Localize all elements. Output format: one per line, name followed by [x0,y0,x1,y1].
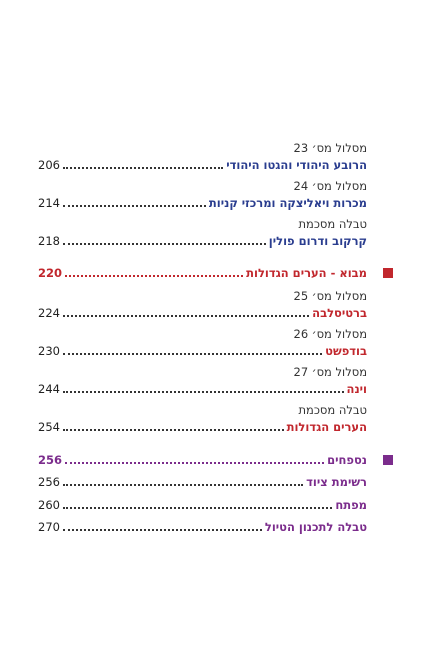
entry-label: מסלול מס׳ 27 [293,365,367,379]
page-number: 256 [38,453,63,467]
page-number: 254 [38,420,60,434]
entry-title: מפתח [335,497,367,512]
dot-leader [62,243,266,245]
page-number: 270 [38,520,60,534]
section-heading: מבוא - הערים הגדולות 220 [38,265,367,281]
entry-title: רשימת ציוד [306,475,367,489]
entry-title: וינה [346,382,367,396]
entry-label: טבלה מסכמת [298,403,367,417]
dot-leader [62,391,344,393]
page-number: 220 [38,266,63,280]
toc-entry: מכרות ויאליצקה ומרכזי קניות 214 [38,195,367,211]
entry-title: טבלה לתכנון הטיול [264,520,367,534]
section-marker [383,455,393,465]
toc-entry: רשימת ציוד 256 [38,474,367,490]
entry-label: מסלול מס׳ 26 [293,327,367,341]
entry-title: בודפשט [325,344,367,358]
page-number: 224 [38,306,60,320]
page-number: 256 [38,475,60,489]
page-number: 244 [38,382,60,396]
toc-entry: הערים הגדולות 254 [38,419,367,435]
section-marker [383,268,393,278]
page-number: 206 [38,158,60,172]
entry-label: מסלול מס׳ 25 [293,289,367,303]
entry-title: ברטיסלבה [312,306,367,320]
section-heading: נספחים 256 [38,452,367,468]
entry-title: מכרות ויאליצקה ומרכזי קניות [208,196,367,210]
page-number: 218 [38,234,60,248]
entry-title: הרובע היהודי והגטו היהודי [226,158,367,172]
dot-leader [62,484,304,486]
entry-label: מסלול מס׳ 24 [293,179,367,193]
toc-entry: וינה 244 [38,381,367,397]
toc-entry: בודפשט 230 [38,343,367,359]
dot-leader [62,506,333,509]
entry-title: הערים הגדולות [286,420,367,434]
dot-leader [65,275,244,277]
page-number: 214 [38,196,60,210]
toc-entry: מפתח 260 [38,497,367,513]
dot-leader [62,353,323,355]
toc-entry: טבלה לתכנון הטיול 270 [38,519,367,535]
dot-leader [62,205,206,207]
toc-entry: קרקוב ודרום פולין 218 [38,233,367,249]
page-number: 260 [38,497,60,512]
page-number: 230 [38,344,60,358]
dot-leader [62,315,310,317]
dot-leader [62,167,224,169]
dot-leader [62,429,284,431]
toc-entry: ברטיסלבה 224 [38,305,367,321]
entry-title: קרקוב ודרום פולין [268,234,367,248]
dot-leader [62,529,262,531]
dot-leader [65,462,325,464]
entry-label: מסלול מס׳ 23 [293,141,367,155]
toc-entry: הרובע היהודי והגטו היהודי 206 [38,157,367,173]
entry-title: נספחים [327,453,367,467]
entry-title: מבוא - הערים הגדולות [246,266,367,280]
entry-label: טבלה מסכמת [298,217,367,231]
